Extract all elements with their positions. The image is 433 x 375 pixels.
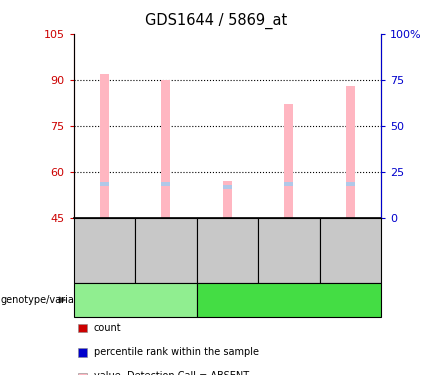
Bar <box>161 182 171 186</box>
Bar <box>346 182 355 186</box>
Text: GSM88278: GSM88278 <box>162 226 170 275</box>
Bar <box>223 181 232 218</box>
Text: genotype/variation: genotype/variation <box>0 295 93 305</box>
Bar <box>223 185 232 189</box>
Bar <box>284 104 294 218</box>
Text: wild type: wild type <box>110 295 161 305</box>
Text: GSM88280: GSM88280 <box>284 226 293 275</box>
Text: percentile rank within the sample: percentile rank within the sample <box>94 347 259 357</box>
Bar <box>284 182 294 186</box>
Text: GSM88281: GSM88281 <box>346 226 355 275</box>
Text: GDS1644 / 5869_at: GDS1644 / 5869_at <box>145 13 288 29</box>
Bar <box>100 74 109 217</box>
Text: vts1 null: vts1 null <box>265 295 313 305</box>
Text: value, Detection Call = ABSENT: value, Detection Call = ABSENT <box>94 372 249 375</box>
Bar <box>346 86 355 218</box>
Text: GSM88277: GSM88277 <box>100 226 109 275</box>
Bar <box>100 182 109 186</box>
Bar <box>161 80 171 218</box>
Text: GSM88279: GSM88279 <box>223 226 232 275</box>
Text: count: count <box>94 323 122 333</box>
